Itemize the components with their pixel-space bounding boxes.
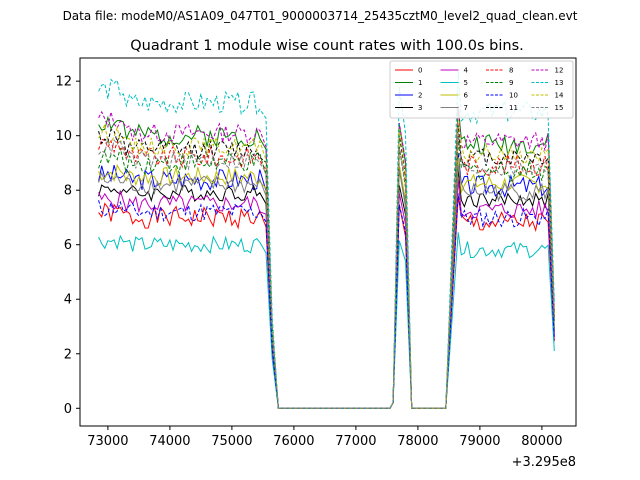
chart-suptitle: Data file: modeM0/AS1A09_047T01_90000037…	[63, 9, 578, 23]
legend-label-4: 4	[464, 67, 469, 75]
legend-label-11: 11	[509, 104, 518, 112]
series-line-11	[98, 123, 555, 409]
x-offset-label: +3.295e8	[512, 455, 576, 470]
legend-label-13: 13	[555, 79, 564, 87]
y-tick-label: 12	[55, 75, 72, 90]
series-line-6	[98, 157, 555, 409]
legend-label-3: 3	[418, 104, 422, 112]
x-tick-label: 80000	[521, 434, 562, 449]
legend-label-1: 1	[418, 79, 422, 87]
legend-label-6: 6	[464, 92, 469, 100]
legend-box	[389, 60, 574, 119]
series-line-14	[98, 118, 555, 409]
x-tick-label: 73000	[87, 434, 128, 449]
x-tick-label: 76000	[273, 434, 314, 449]
legend-label-2: 2	[418, 92, 422, 100]
legend-label-10: 10	[509, 92, 518, 100]
series-line-13	[98, 71, 555, 409]
y-tick-label: 10	[55, 129, 72, 144]
series-line-3	[98, 168, 555, 409]
series-line-12	[98, 105, 555, 409]
series-line-15	[98, 133, 555, 409]
chart-title: Quadrant 1 module wise count rates with …	[130, 38, 524, 54]
y-tick-label: 2	[64, 347, 72, 362]
y-tick-label: 8	[64, 184, 72, 199]
x-tick-label: 78000	[397, 434, 438, 449]
legend-label-9: 9	[509, 79, 513, 87]
series-line-2	[98, 153, 555, 409]
x-tick-label: 79000	[459, 434, 500, 449]
legend-label-5: 5	[464, 79, 468, 87]
series-line-1	[98, 105, 555, 409]
legend-label-8: 8	[509, 67, 513, 75]
series-line-4	[98, 179, 555, 409]
y-tick-label: 4	[64, 293, 72, 308]
series-line-7	[98, 165, 555, 409]
series-line-5	[98, 232, 555, 409]
x-tick-label: 77000	[335, 434, 376, 449]
x-tick-label: 75000	[211, 434, 252, 449]
plot-frame	[79, 57, 577, 427]
x-tick-label: 74000	[149, 434, 190, 449]
legend-label-14: 14	[555, 92, 564, 100]
series-line-0	[98, 196, 555, 409]
series-line-10	[98, 193, 555, 409]
y-tick-label: 0	[64, 402, 72, 417]
legend-label-15: 15	[555, 104, 564, 112]
legend-label-0: 0	[418, 67, 422, 75]
y-tick-label: 6	[64, 238, 72, 253]
series-layer	[98, 71, 555, 409]
series-line-9	[98, 140, 555, 409]
axis-layer: 73000 74000 75000 76000 77000 78000 79000 80000…	[55, 75, 562, 449]
legend-label-7: 7	[464, 104, 468, 112]
legend-label-12: 12	[555, 67, 564, 75]
